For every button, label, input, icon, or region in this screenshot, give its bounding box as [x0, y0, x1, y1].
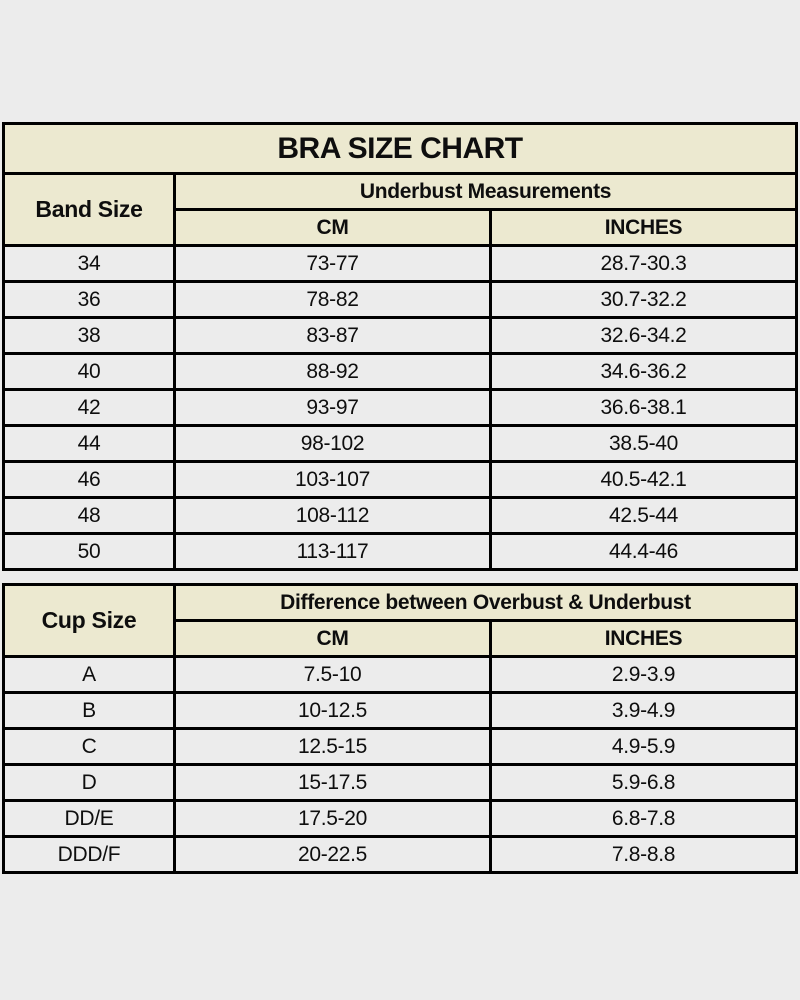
- cm-cell: 7.5-10: [176, 658, 489, 691]
- underbust-group-header: Underbust Measurements: [176, 175, 795, 208]
- cm-cell: 73-77: [176, 247, 489, 280]
- cm-cell: 93-97: [176, 391, 489, 424]
- cup-cell: B: [5, 694, 173, 727]
- cm-cell: 78-82: [176, 283, 489, 316]
- cm-cell: 83-87: [176, 319, 489, 352]
- inches-cell: 38.5-40: [492, 427, 795, 460]
- column-header-inches: INCHES: [492, 622, 795, 655]
- cup-cell: DD/E: [5, 802, 173, 835]
- band-cell: 44: [5, 427, 173, 460]
- inches-cell: 36.6-38.1: [492, 391, 795, 424]
- cm-cell: 20-22.5: [176, 838, 489, 871]
- cup-cell: D: [5, 766, 173, 799]
- inches-cell: 28.7-30.3: [492, 247, 795, 280]
- cup-cell: DDD/F: [5, 838, 173, 871]
- inches-cell: 30.7-32.2: [492, 283, 795, 316]
- cm-cell: 108-112: [176, 499, 489, 532]
- band-cell: 36: [5, 283, 173, 316]
- cm-cell: 15-17.5: [176, 766, 489, 799]
- cm-cell: 113-117: [176, 535, 489, 568]
- cup-cell: A: [5, 658, 173, 691]
- column-header-cm: CM: [176, 622, 489, 655]
- inches-cell: 4.9-5.9: [492, 730, 795, 763]
- band-size-corner-header: Band Size: [5, 175, 173, 244]
- cup-cell: C: [5, 730, 173, 763]
- band-cell: 40: [5, 355, 173, 388]
- inches-cell: 40.5-42.1: [492, 463, 795, 496]
- inches-cell: 5.9-6.8: [492, 766, 795, 799]
- cm-cell: 88-92: [176, 355, 489, 388]
- band-size-table: BRA SIZE CHART Band Size Underbust Measu…: [2, 122, 798, 571]
- cm-cell: 98-102: [176, 427, 489, 460]
- cm-cell: 10-12.5: [176, 694, 489, 727]
- column-header-cm: CM: [176, 211, 489, 244]
- cm-cell: 12.5-15: [176, 730, 489, 763]
- inches-cell: 44.4-46: [492, 535, 795, 568]
- column-header-inches: INCHES: [492, 211, 795, 244]
- band-cell: 38: [5, 319, 173, 352]
- inches-cell: 32.6-34.2: [492, 319, 795, 352]
- band-cell: 42: [5, 391, 173, 424]
- chart-title: BRA SIZE CHART: [5, 125, 795, 172]
- difference-group-header: Difference between Overbust & Underbust: [176, 586, 795, 619]
- cm-cell: 17.5-20: [176, 802, 489, 835]
- cup-size-corner-header: Cup Size: [5, 586, 173, 655]
- inches-cell: 6.8-7.8: [492, 802, 795, 835]
- inches-cell: 3.9-4.9: [492, 694, 795, 727]
- cup-size-table: Cup Size Difference between Overbust & U…: [2, 583, 798, 874]
- cm-cell: 103-107: [176, 463, 489, 496]
- inches-cell: 2.9-3.9: [492, 658, 795, 691]
- band-cell: 34: [5, 247, 173, 280]
- band-cell: 50: [5, 535, 173, 568]
- inches-cell: 34.6-36.2: [492, 355, 795, 388]
- band-cell: 48: [5, 499, 173, 532]
- inches-cell: 7.8-8.8: [492, 838, 795, 871]
- inches-cell: 42.5-44: [492, 499, 795, 532]
- band-cell: 46: [5, 463, 173, 496]
